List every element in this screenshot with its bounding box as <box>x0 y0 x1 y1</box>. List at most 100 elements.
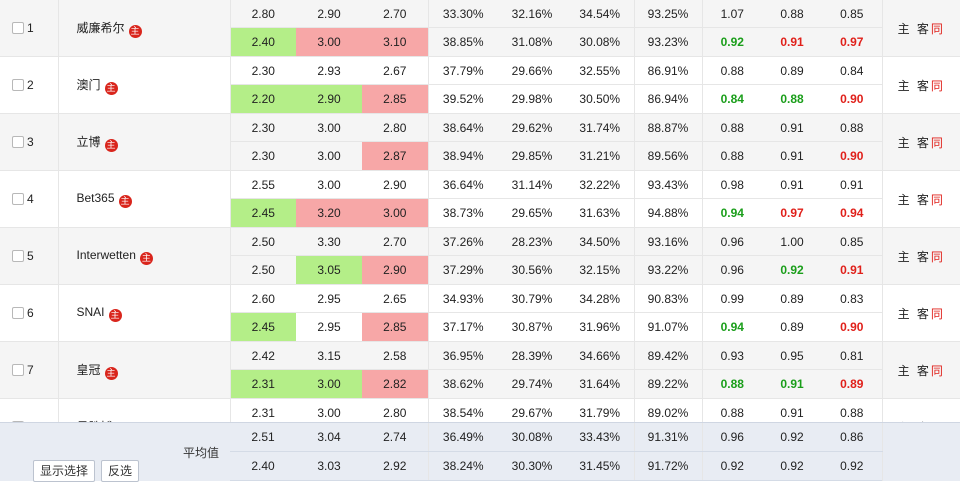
odds-cell: 29.67% <box>498 398 566 422</box>
odds-cell: 31.74% <box>566 113 634 142</box>
bookmaker-name-cell[interactable]: 澳门主 <box>58 56 231 114</box>
row-select-cell[interactable]: 7 <box>0 341 59 399</box>
odds-cell-live: 31.21% <box>566 141 634 171</box>
same-link[interactable]: 同 <box>930 363 945 378</box>
average-value: 2.51 <box>230 423 296 452</box>
odds-cell: 0.85 <box>822 0 882 28</box>
bookmaker-row: 8 易胜博主2.313.002.8038.54%29.67%31.79%89.02… <box>0 398 960 423</box>
row-checkbox[interactable] <box>12 364 24 376</box>
home-away-link[interactable]: 主 客 <box>897 21 931 36</box>
bookmaker-name-cell[interactable]: 皇冠主 <box>58 341 231 399</box>
bookmaker-name[interactable]: 澳门 <box>76 77 101 92</box>
bookmaker-row: 6 SNAI 主 2.60 2.95 2.65 34.93% 30.79% 34.28% 90.8… <box>0 284 960 342</box>
bookmaker-name-cell[interactable]: SNAI 主 <box>58 284 231 342</box>
same-link[interactable]: 同 <box>930 192 945 207</box>
odds-cell-live: 91.07% <box>633 312 702 342</box>
bookmaker-row-live: 2.50 3.05 2.90 37.29% 30.56% 32.15% 93.22% 0.96… <box>0 255 960 285</box>
row-checkbox[interactable] <box>12 421 24 422</box>
odds-cell: 31.14% <box>498 170 566 199</box>
row-checkbox[interactable] <box>12 79 24 91</box>
odds-cell-live: 30.87% <box>498 312 566 342</box>
average-row: 2.40 3.03 2.92 38.24% 30.30% 31.45% 91.72% 0.92… <box>0 451 960 481</box>
same-link[interactable]: 同 <box>930 306 945 321</box>
home-away-link[interactable]: 主 客 <box>897 363 931 378</box>
row-number: 1 <box>27 21 34 35</box>
home-away-link[interactable]: 主 客 <box>898 421 931 423</box>
home-away-link[interactable]: 主 客 <box>897 306 931 321</box>
home-away-link[interactable]: 主 客 <box>897 192 931 207</box>
odds-cell-live: 0.92 <box>762 255 822 285</box>
bookmaker-name[interactable]: Interwetten <box>76 247 136 262</box>
odds-cell-live: 38.85% <box>427 27 498 57</box>
compare-actions-cell: 主 客同 <box>881 170 960 228</box>
bookmaker-name[interactable]: 皇冠 <box>76 362 101 377</box>
average-actions-spacer <box>881 423 960 481</box>
row-select-cell[interactable]: 6 <box>0 284 59 342</box>
row-select-cell[interactable]: 1 <box>0 0 59 57</box>
odds-cell: 2.70 <box>362 227 428 256</box>
same-link[interactable]: 同 <box>930 249 945 264</box>
odds-cell: 2.30 <box>230 56 296 85</box>
show-selected-button[interactable]: 显示选择 <box>33 460 96 482</box>
odds-cell-live: 30.50% <box>566 84 634 114</box>
odds-cell: 3.00 <box>296 113 362 142</box>
same-link[interactable]: 同 <box>930 135 945 150</box>
odds-cell-live: 93.22% <box>633 255 702 285</box>
row-checkbox[interactable] <box>12 136 24 148</box>
odds-cell: 0.91 <box>762 398 822 422</box>
bookmaker-name[interactable]: SNAI <box>76 304 105 319</box>
row-checkbox[interactable] <box>12 250 24 262</box>
bookmaker-name-cell[interactable]: 立博主 <box>58 113 231 171</box>
odds-cell: 86.91% <box>633 56 702 85</box>
same-link[interactable]: 同 <box>931 421 945 423</box>
odds-table-viewport[interactable]: 1 威廉希尔主 2.80 2.90 2.70 33.30% 32.16% 34.54% 93.2… <box>0 0 960 422</box>
row-select-cell[interactable]: 8 <box>0 398 59 422</box>
odds-cell: 2.95 <box>296 284 362 313</box>
home-badge-icon: 主 <box>139 251 153 265</box>
odds-cell-live: 0.90 <box>822 312 882 342</box>
odds-cell: 2.90 <box>362 170 428 199</box>
row-select-cell[interactable]: 2 <box>0 56 59 114</box>
bookmaker-name[interactable]: 易胜博 <box>77 420 113 423</box>
bookmaker-name-cell[interactable]: 易胜博主 <box>58 398 231 423</box>
odds-cell-live: 31.64% <box>566 369 634 399</box>
odds-cell: 0.91 <box>822 170 882 199</box>
odds-cell: 32.22% <box>566 170 634 199</box>
row-checkbox[interactable] <box>12 22 24 34</box>
bookmaker-name-cell[interactable]: 威廉希尔主 <box>58 0 231 57</box>
odds-cell-live: 89.22% <box>633 369 702 399</box>
compare-actions-cell: 主 客同 <box>881 398 960 423</box>
odds-cell-live: 0.84 <box>701 84 762 114</box>
row-checkbox[interactable] <box>12 193 24 205</box>
odds-cell: 89.42% <box>633 341 702 370</box>
same-link[interactable]: 同 <box>930 78 945 93</box>
home-away-link[interactable]: 主 客 <box>897 78 931 93</box>
odds-cell-live: 2.90 <box>296 84 362 114</box>
odds-cell: 32.55% <box>566 56 634 85</box>
odds-cell-live: 0.97 <box>822 27 882 57</box>
bookmaker-name[interactable]: 威廉希尔 <box>76 20 125 35</box>
bookmaker-name-cell[interactable]: Bet365 主 <box>58 170 231 228</box>
odds-cell: 2.50 <box>230 227 296 256</box>
row-select-cell[interactable]: 5 <box>0 227 59 285</box>
odds-cell-live: 0.96 <box>701 255 762 285</box>
odds-cell-live: 2.50 <box>230 255 296 285</box>
odds-cell-live: 37.17% <box>427 312 498 342</box>
row-select-cell[interactable]: 4 <box>0 170 59 228</box>
bookmaker-name[interactable]: 立博 <box>76 134 101 149</box>
invert-selection-button[interactable]: 反选 <box>101 460 140 482</box>
bookmaker-name[interactable]: Bet365 <box>76 190 115 205</box>
average-value: 3.03 <box>296 451 362 481</box>
bookmaker-name-cell[interactable]: Interwetten 主 <box>58 227 231 285</box>
odds-cell-live: 3.00 <box>296 141 362 171</box>
average-value: 91.72% <box>633 451 702 481</box>
row-checkbox[interactable] <box>12 307 24 319</box>
same-link[interactable]: 同 <box>930 21 945 36</box>
row-select-cell[interactable]: 3 <box>0 113 59 171</box>
average-value: 36.49% <box>427 423 498 452</box>
odds-cell-live: 86.94% <box>633 84 702 114</box>
odds-cell: 2.80 <box>362 113 428 142</box>
odds-cell: 2.93 <box>296 56 362 85</box>
home-away-link[interactable]: 主 客 <box>897 135 931 150</box>
home-away-link[interactable]: 主 客 <box>897 249 931 264</box>
